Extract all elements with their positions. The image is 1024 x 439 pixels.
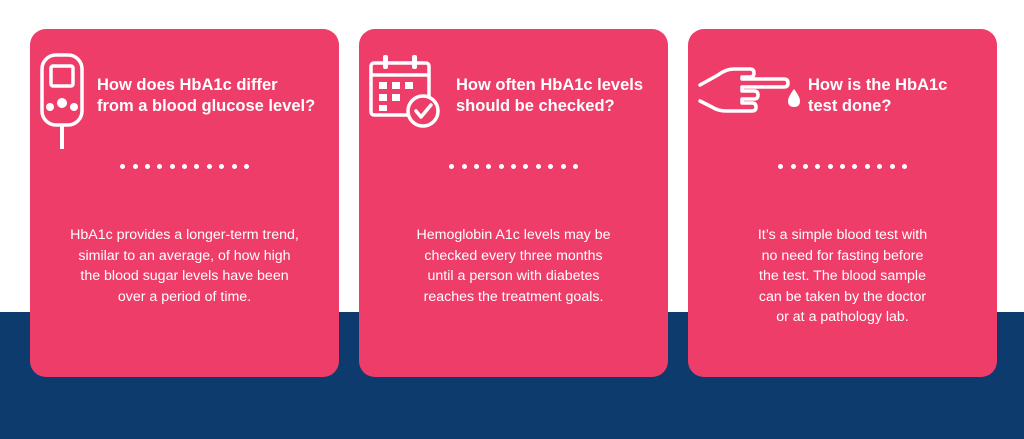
card-title-line: from a blood glucose level? bbox=[97, 97, 316, 115]
card-body-line: It’s a simple blood test with bbox=[757, 227, 928, 243]
card-body-line: until a person with diabetes bbox=[427, 268, 600, 284]
card-body-line: checked every three months bbox=[424, 247, 603, 264]
card-body-line: no need for fasting before bbox=[761, 247, 924, 264]
card-title-line: How often HbA1c levels bbox=[456, 76, 644, 94]
card-body-line: can be taken by the doctor bbox=[758, 288, 927, 305]
card-body-line: over a period of time. bbox=[117, 288, 252, 305]
card-title: How does HbA1c differ from a blood gluco… bbox=[97, 75, 335, 117]
card-title-line: How does HbA1c differ bbox=[97, 76, 278, 94]
card-body: It’s a simple blood test with no need fo… bbox=[696, 225, 989, 328]
info-card-hba1c-vs-glucose: How does HbA1c differ from a blood gluco… bbox=[30, 29, 339, 377]
card-title-line: test done? bbox=[808, 97, 892, 115]
card-title: How is the HbA1c test done? bbox=[808, 75, 988, 117]
card-body-line: reaches the treatment goals. bbox=[423, 288, 604, 305]
card-body-line: the blood sugar levels have been bbox=[80, 268, 289, 284]
info-card-test-procedure: How is the HbA1c test done? It’s a simpl… bbox=[688, 29, 997, 377]
dotted-divider bbox=[30, 164, 339, 169]
card-body: Hemoglobin A1c levels may be checked eve… bbox=[367, 225, 660, 307]
info-card-check-frequency: How often HbA1c levels should be checked… bbox=[359, 29, 668, 377]
card-body: HbA1c provides a longer-term trend, simi… bbox=[38, 225, 331, 307]
finger-blood-drop-icon bbox=[696, 51, 802, 126]
card-body-line: HbA1c provides a longer-term trend, bbox=[70, 227, 299, 243]
card-body-line: the test. The blood sample bbox=[759, 268, 926, 284]
dotted-divider bbox=[359, 164, 668, 169]
card-title: How often HbA1c levels should be checked… bbox=[456, 75, 661, 117]
dotted-divider bbox=[688, 164, 997, 169]
card-body-line: or at a pathology lab. bbox=[776, 309, 909, 325]
card-title-line: How is the HbA1c bbox=[808, 76, 948, 94]
glucose-meter-icon bbox=[38, 51, 86, 156]
card-body-line: Hemoglobin A1c levels may be bbox=[416, 227, 611, 243]
card-body-line: similar to an average, of how high bbox=[78, 247, 291, 264]
card-title-line: should be checked? bbox=[456, 97, 615, 115]
calendar-check-icon bbox=[367, 51, 443, 136]
